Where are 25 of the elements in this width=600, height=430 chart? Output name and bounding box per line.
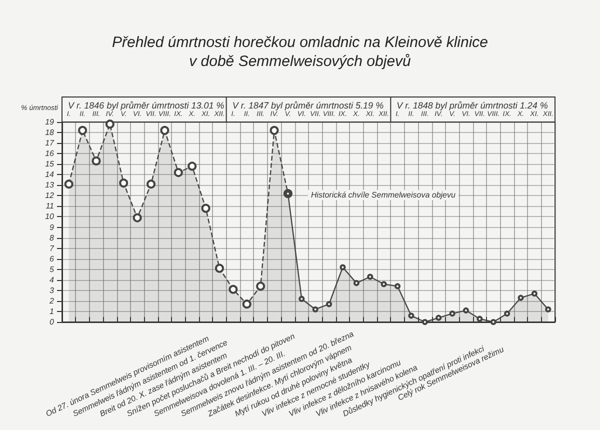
y-tick-label: 4 <box>50 275 55 284</box>
y-tick-label: 16 <box>45 149 55 158</box>
y-tick-label: 2 <box>48 296 55 306</box>
text: V r. 1847 byl průměr úmrtnosti 5.19 % <box>232 100 384 110</box>
y-tick-label: 8 <box>50 233 55 242</box>
y-tick-label: 12 <box>45 191 55 200</box>
y-tick-label: 9 <box>50 222 55 232</box>
text: V r. 1848 byl průměr úmrtnosti 1.24 % <box>396 100 548 110</box>
y-tick-label: 1 <box>50 306 54 316</box>
y-tick-label: 0 <box>50 318 55 326</box>
text: V r. 1846 byl průměr úmrtnosti 13.01 % <box>68 100 224 110</box>
chart-title: Přehled úmrtnosti horečkou omladnic na Kleinově klinice v době Semmelweisových objevů <box>112 34 488 70</box>
y-tick-label: 10 <box>45 212 55 222</box>
annotation: Historická chvíle Semmelweisova objevu <box>310 190 456 200</box>
y-tick-label: 18 <box>45 128 55 138</box>
y-tick-label: 19 <box>45 118 55 126</box>
y-tick-label: 17 <box>45 138 55 148</box>
y-tick-label: 3 <box>50 286 55 295</box>
y-tick-label: 6 <box>50 254 55 264</box>
y-tick-label: 14 <box>45 170 55 180</box>
y-tick-label: 5 <box>50 264 55 274</box>
y-tick-label: 15 <box>45 160 55 169</box>
y-tick-label: 7 <box>50 244 55 253</box>
y-tick-label: 13 <box>45 180 55 190</box>
y-tick-label: 11 <box>46 202 54 211</box>
